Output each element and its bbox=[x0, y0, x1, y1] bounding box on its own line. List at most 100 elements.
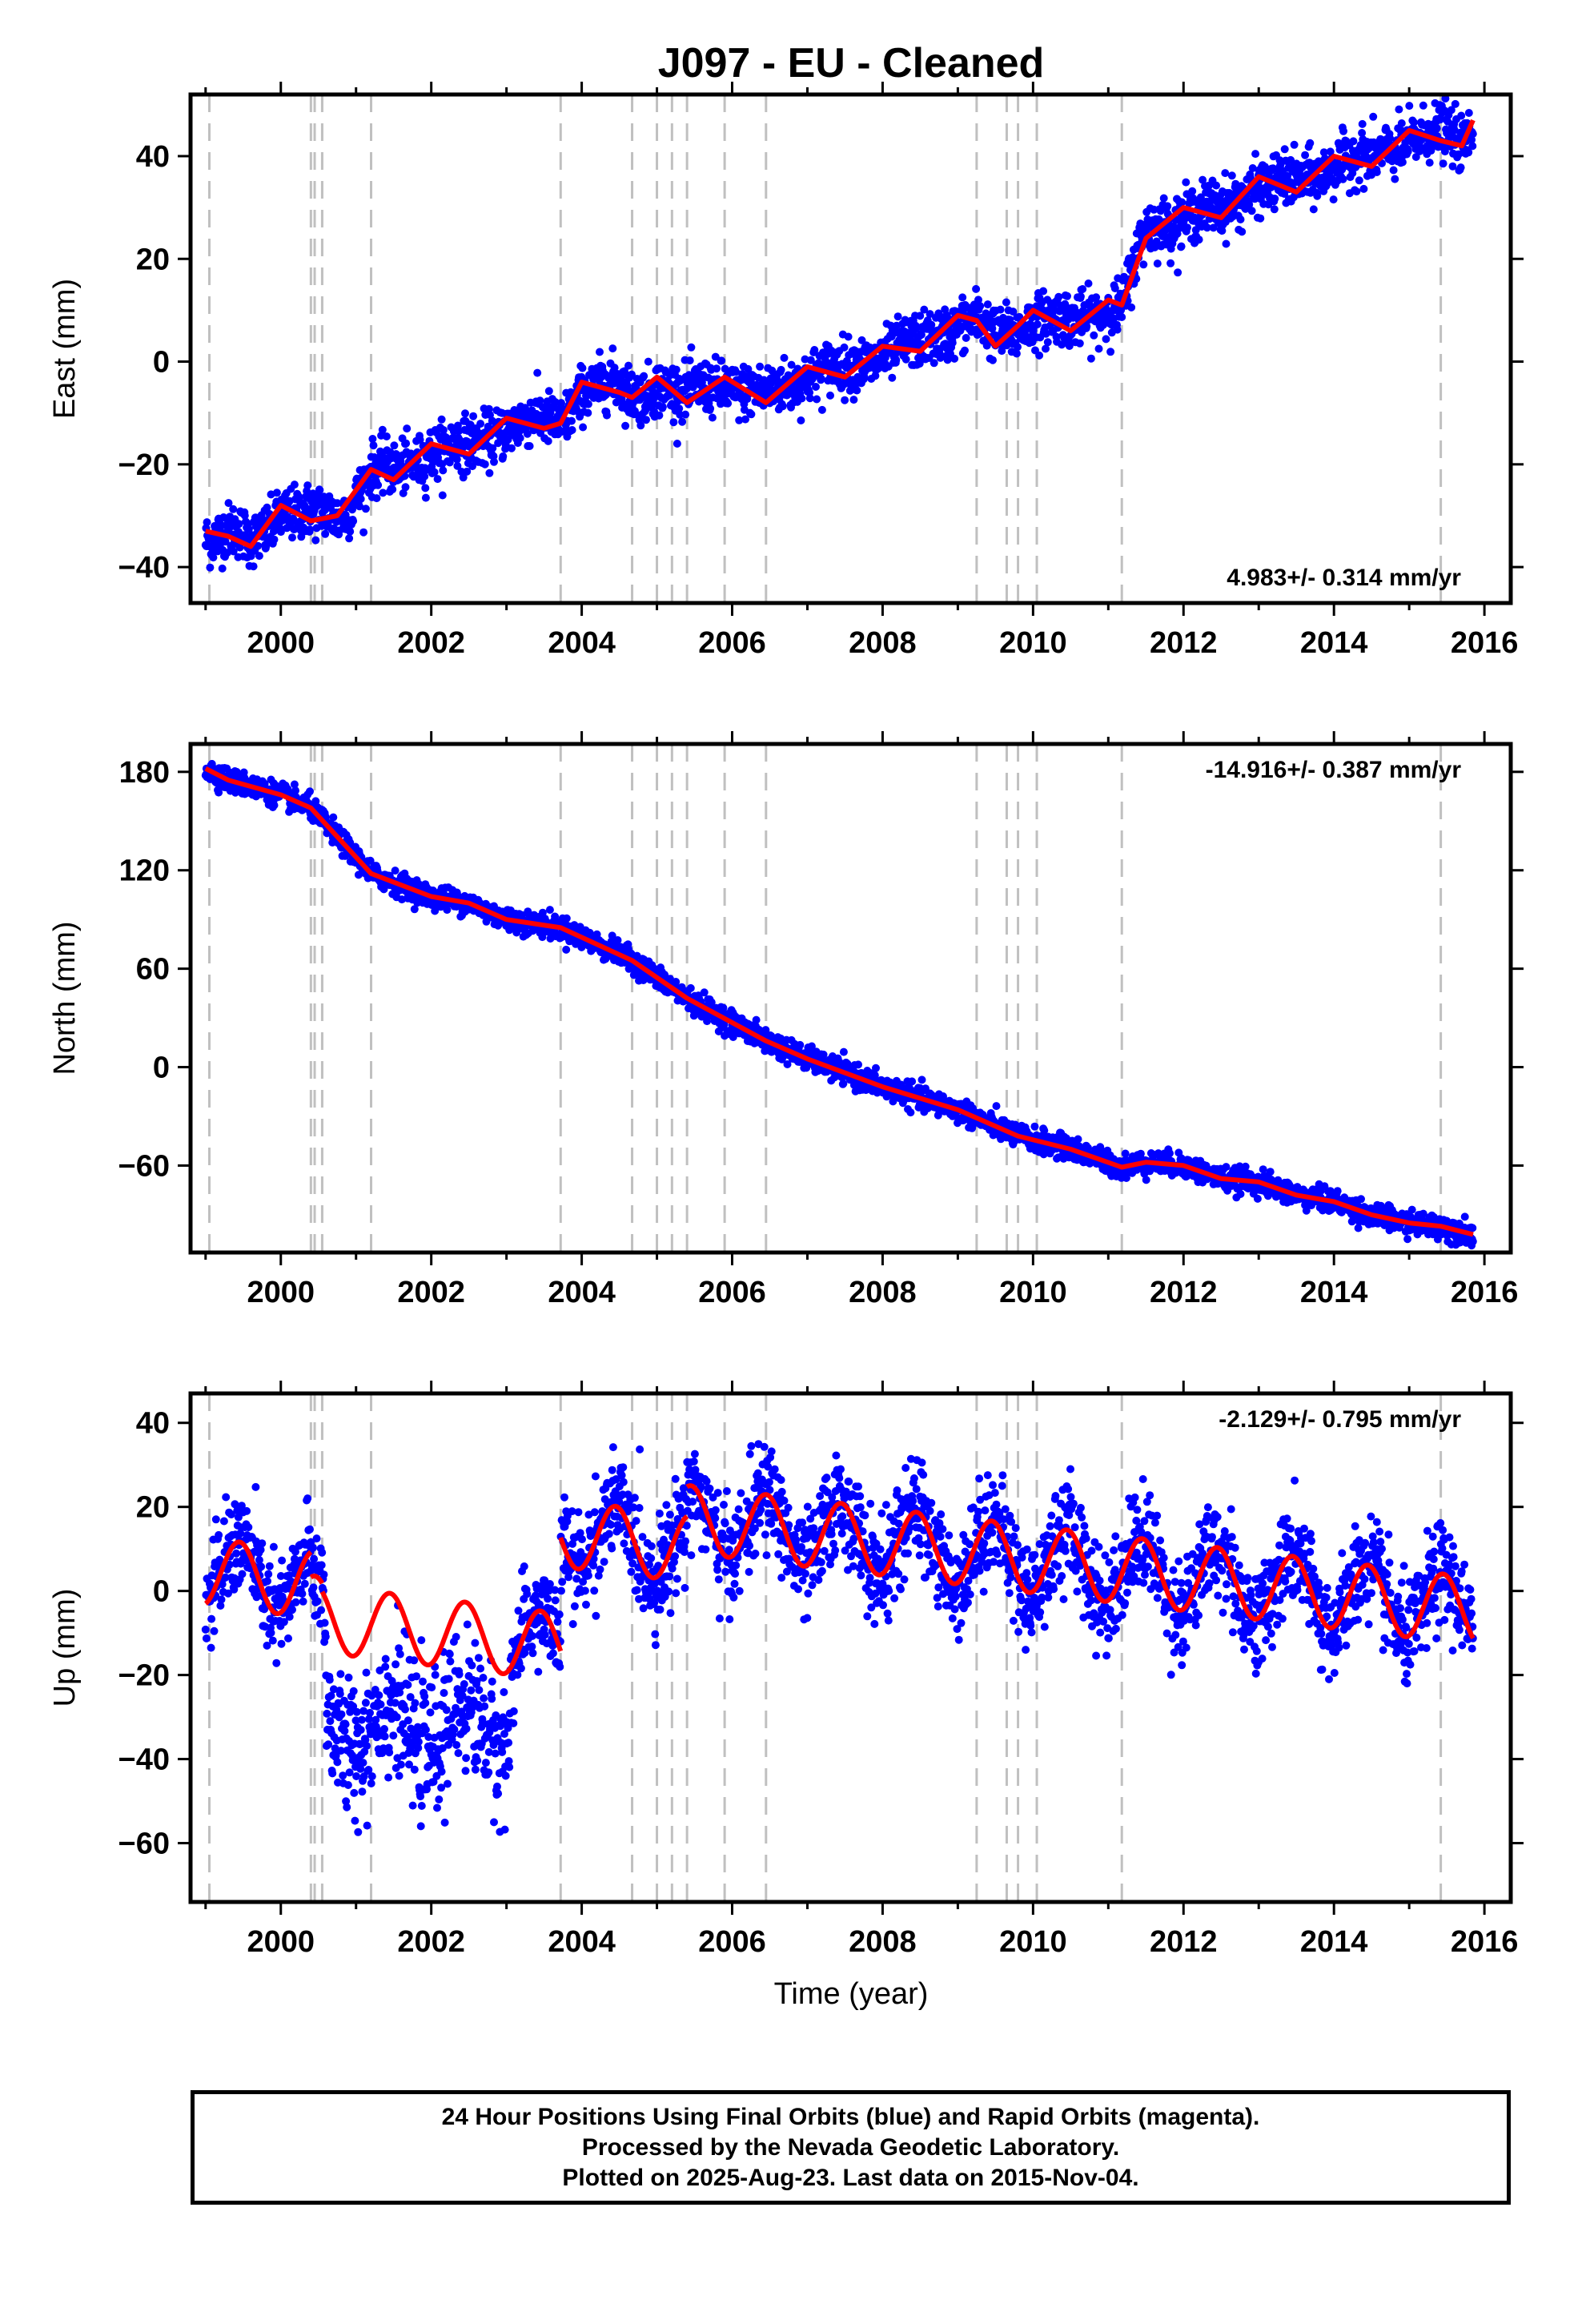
data-point bbox=[1159, 194, 1168, 203]
data-point bbox=[1012, 349, 1021, 358]
data-point bbox=[459, 473, 468, 482]
data-point bbox=[321, 529, 330, 538]
data-point bbox=[1439, 159, 1447, 168]
data-point bbox=[681, 410, 690, 419]
data-point bbox=[1166, 259, 1175, 267]
data-point bbox=[562, 945, 571, 954]
data-point bbox=[669, 418, 678, 427]
data-point bbox=[1395, 105, 1403, 114]
data-point bbox=[1183, 223, 1191, 232]
data-point bbox=[1348, 169, 1357, 178]
data-point bbox=[568, 426, 576, 434]
data-point bbox=[1142, 1176, 1150, 1184]
data-point bbox=[672, 978, 681, 986]
data-point bbox=[912, 324, 921, 332]
data-point bbox=[398, 895, 406, 904]
data-point bbox=[438, 491, 447, 500]
data-point bbox=[992, 1102, 1001, 1111]
data-point bbox=[416, 436, 424, 444]
data-point bbox=[841, 396, 849, 404]
data-point bbox=[401, 483, 410, 492]
data-point bbox=[1203, 223, 1211, 232]
data-point bbox=[1207, 197, 1215, 206]
data-point bbox=[1075, 339, 1084, 348]
data-point bbox=[439, 426, 448, 434]
data-point bbox=[1464, 148, 1473, 157]
data-point bbox=[1301, 151, 1310, 159]
data-point bbox=[244, 525, 253, 533]
data-point bbox=[961, 346, 969, 355]
data-point bbox=[624, 361, 632, 370]
data-point bbox=[695, 397, 703, 406]
data-point bbox=[870, 1071, 879, 1080]
data-point bbox=[484, 404, 493, 413]
data-point bbox=[335, 530, 343, 539]
data-point bbox=[1092, 293, 1101, 302]
data-point bbox=[724, 399, 733, 408]
data-point bbox=[439, 466, 448, 475]
data-point bbox=[925, 310, 934, 319]
data-point bbox=[1178, 198, 1186, 207]
data-point bbox=[240, 511, 249, 520]
data-point bbox=[805, 394, 814, 403]
x-tick-label: 2010 bbox=[999, 626, 1067, 660]
data-point bbox=[453, 461, 462, 470]
data-point bbox=[713, 364, 721, 373]
data-point bbox=[382, 432, 391, 440]
data-point bbox=[1290, 140, 1299, 149]
data-point bbox=[255, 552, 263, 561]
data-point bbox=[1355, 176, 1363, 185]
data-point bbox=[488, 444, 497, 452]
data-point bbox=[1280, 190, 1289, 198]
data-point bbox=[1270, 205, 1279, 214]
data-point bbox=[306, 787, 314, 796]
data-point bbox=[1287, 155, 1295, 164]
data-point bbox=[390, 441, 399, 450]
data-point bbox=[386, 454, 395, 463]
rate-label: 4.983+/- 0.314 mm/yr bbox=[1227, 565, 1461, 591]
data-point bbox=[817, 375, 825, 383]
data-point bbox=[983, 300, 992, 309]
data-point bbox=[849, 396, 858, 404]
data-point bbox=[810, 346, 819, 354]
data-point bbox=[687, 343, 696, 352]
data-point bbox=[700, 988, 709, 997]
data-point bbox=[229, 547, 238, 556]
data-point bbox=[533, 368, 542, 377]
data-point bbox=[1040, 1126, 1049, 1135]
data-point bbox=[1236, 215, 1245, 223]
data-point bbox=[673, 440, 681, 448]
data-point bbox=[221, 537, 230, 546]
data-point bbox=[551, 398, 560, 407]
data-point bbox=[235, 520, 243, 529]
data-point bbox=[642, 416, 650, 424]
data-point bbox=[520, 404, 529, 412]
data-point bbox=[608, 931, 616, 940]
data-point bbox=[797, 416, 805, 424]
data-point bbox=[962, 334, 970, 342]
data-point bbox=[819, 1050, 828, 1059]
data-point bbox=[327, 504, 335, 513]
data-point bbox=[1188, 187, 1197, 195]
data-point bbox=[1177, 242, 1186, 251]
data-point bbox=[218, 564, 227, 573]
data-point bbox=[311, 536, 320, 545]
data-point bbox=[1448, 162, 1457, 171]
data-point bbox=[655, 411, 664, 420]
data-point bbox=[557, 399, 565, 408]
data-point bbox=[1139, 260, 1148, 269]
y-tick-label: −20 bbox=[118, 448, 170, 482]
data-point bbox=[958, 293, 967, 302]
data-point bbox=[1218, 227, 1227, 235]
data-point bbox=[490, 457, 498, 466]
data-point bbox=[1397, 119, 1406, 127]
data-point bbox=[1419, 101, 1427, 110]
north-panel: 2000 2002 2004 2006 2008 2010 2012 2014 2016−600… bbox=[48, 731, 1524, 1309]
data-point bbox=[908, 1077, 917, 1086]
data-point bbox=[717, 356, 726, 365]
data-point bbox=[469, 412, 478, 420]
data-point bbox=[346, 527, 355, 536]
data-point bbox=[1411, 153, 1420, 161]
data-point bbox=[1309, 205, 1318, 214]
data-point bbox=[747, 410, 756, 419]
